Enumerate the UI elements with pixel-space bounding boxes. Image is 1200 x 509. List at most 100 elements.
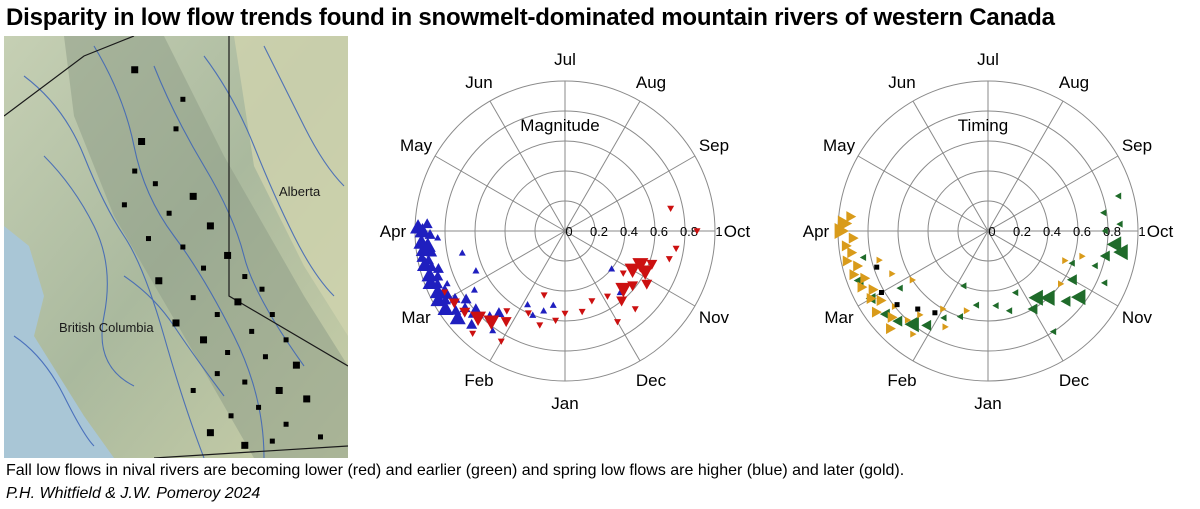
map-station bbox=[269, 438, 275, 444]
data-point bbox=[432, 262, 444, 273]
month-label-feb: Feb bbox=[887, 371, 916, 390]
data-point bbox=[841, 240, 852, 252]
month-label-oct: Oct bbox=[724, 222, 751, 241]
data-point bbox=[859, 254, 867, 262]
data-point bbox=[624, 263, 641, 278]
data-point bbox=[434, 234, 442, 241]
map-station bbox=[262, 354, 268, 360]
data-point bbox=[524, 301, 532, 308]
data-point bbox=[540, 307, 548, 314]
data-point bbox=[470, 286, 478, 293]
data-point bbox=[1060, 295, 1071, 307]
map-coast-water bbox=[4, 226, 114, 458]
data-point bbox=[886, 323, 896, 335]
data-point bbox=[849, 269, 860, 281]
month-label-jul: Jul bbox=[554, 50, 576, 69]
month-label-apr: Apr bbox=[803, 222, 830, 241]
radial-tick-label: 0.2 bbox=[590, 224, 608, 239]
polar-grid-spoke bbox=[434, 230, 566, 307]
panel-label: Timing bbox=[958, 116, 1008, 135]
data-point bbox=[857, 281, 868, 293]
map-station bbox=[256, 404, 262, 410]
polar-grid-spoke bbox=[857, 155, 989, 232]
radial-tick-label: 0 bbox=[565, 224, 572, 239]
radial-tick-label: 0.2 bbox=[1013, 224, 1031, 239]
series-0 bbox=[853, 192, 1128, 336]
map-station bbox=[145, 236, 151, 242]
data-point bbox=[588, 298, 596, 305]
polar-grid-spoke bbox=[987, 230, 1064, 362]
panel-label: Magnitude bbox=[520, 116, 599, 135]
month-label-may: May bbox=[823, 136, 856, 155]
map-station bbox=[121, 202, 127, 208]
data-point bbox=[1049, 328, 1057, 336]
data-point bbox=[540, 292, 548, 299]
data-point bbox=[1099, 250, 1110, 262]
data-point bbox=[917, 311, 924, 319]
data-point bbox=[1071, 289, 1086, 306]
month-label-apr: Apr bbox=[380, 222, 407, 241]
polar-grid-spoke bbox=[987, 230, 1119, 307]
data-point bbox=[879, 308, 890, 320]
data-point bbox=[641, 279, 653, 290]
month-label-jan: Jan bbox=[551, 394, 578, 413]
data-point bbox=[483, 315, 500, 330]
map-station bbox=[166, 210, 172, 216]
data-point bbox=[489, 327, 497, 334]
data-point bbox=[866, 293, 877, 304]
data-point bbox=[1116, 220, 1123, 228]
data-point bbox=[424, 229, 436, 239]
month-label-jun: Jun bbox=[465, 73, 492, 92]
map-station bbox=[190, 387, 196, 393]
timing-polar-chart: Jan Feb Mar Apr May Jun Jul Aug Sep Oct Nov Dec 0 0.2… bbox=[803, 50, 1174, 413]
month-label-dec: Dec bbox=[636, 371, 667, 390]
map-station bbox=[317, 434, 323, 440]
month-label-mar: Mar bbox=[401, 308, 431, 327]
map-station bbox=[200, 336, 208, 344]
data-point bbox=[578, 308, 586, 316]
data-point bbox=[619, 270, 627, 277]
radial-tick-label: 0.8 bbox=[680, 224, 698, 239]
polar-grid-spoke bbox=[987, 100, 1064, 232]
map-prairie bbox=[234, 36, 348, 336]
data-point bbox=[1066, 274, 1077, 286]
data-point bbox=[632, 258, 649, 273]
data-point bbox=[536, 322, 544, 329]
data-point bbox=[904, 316, 912, 324]
data-point bbox=[868, 284, 879, 296]
data-point bbox=[894, 302, 900, 308]
figure-caption: Fall low flows in nival rivers are becom… bbox=[6, 462, 905, 479]
data-point bbox=[561, 310, 569, 317]
series-1 bbox=[834, 211, 1086, 338]
data-point bbox=[942, 323, 949, 331]
radial-tick-label: 0.6 bbox=[1073, 224, 1091, 239]
polar-grid bbox=[837, 80, 1139, 382]
map-station bbox=[242, 274, 248, 280]
data-point bbox=[615, 282, 632, 298]
radial-tick-label: 0.4 bbox=[1043, 224, 1061, 239]
month-label-jun: Jun bbox=[888, 73, 915, 92]
map-station bbox=[206, 429, 214, 437]
data-point bbox=[549, 301, 557, 308]
month-label-mar: Mar bbox=[824, 308, 854, 327]
figure-credit: P.H. Whitfield & J.W. Pomeroy 2024 bbox=[6, 485, 261, 502]
map-station bbox=[259, 286, 265, 292]
series-2 bbox=[874, 264, 938, 316]
radial-tick-label: 0 bbox=[988, 224, 995, 239]
data-point bbox=[667, 205, 675, 213]
data-point bbox=[1040, 289, 1055, 306]
data-point bbox=[1058, 280, 1065, 288]
data-point bbox=[665, 256, 673, 263]
data-point bbox=[646, 259, 658, 270]
data-point bbox=[449, 309, 466, 325]
data-point bbox=[1091, 262, 1098, 270]
data-point bbox=[426, 246, 438, 257]
month-label-jan: Jan bbox=[974, 394, 1001, 413]
month-label-nov: Nov bbox=[1122, 308, 1153, 327]
map-station bbox=[283, 337, 289, 343]
map-station bbox=[180, 96, 186, 102]
data-point bbox=[432, 270, 444, 281]
polar-grid-spoke bbox=[489, 100, 566, 232]
data-point bbox=[892, 315, 903, 327]
map-station bbox=[214, 371, 220, 377]
